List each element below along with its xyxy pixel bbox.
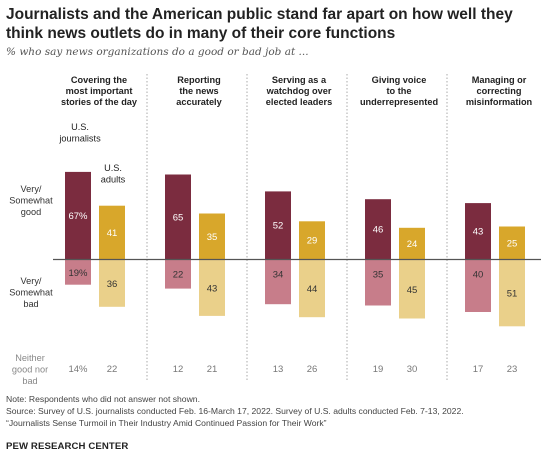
bar-journalists-bad — [165, 260, 191, 289]
series-label-journalists: journalists — [58, 134, 101, 144]
row-label-bad: Very/ — [21, 276, 42, 286]
category-label: misinformation — [466, 97, 533, 107]
data-label-adults-bad: 43 — [207, 283, 218, 294]
bar-adults-bad — [399, 260, 425, 319]
pew-logo: PEW RESEARCH CENTER — [6, 441, 129, 452]
footer-note: Note: Respondents who did not answer not… — [6, 394, 200, 404]
category-label: underrepresented — [360, 97, 438, 107]
bar-adults-good — [399, 227, 425, 259]
series-label-adults: adults — [101, 175, 126, 185]
data-label-journalists-good: 43 — [473, 227, 484, 238]
data-label-adults-neither: 26 — [307, 364, 318, 375]
data-label-adults-bad: 45 — [407, 285, 418, 296]
data-label-journalists-bad: 22 — [173, 270, 184, 281]
bar-journalists-bad — [65, 260, 91, 285]
chart-title: Journalists and the American public stan… — [6, 6, 513, 42]
row-label-bad: bad — [23, 299, 38, 309]
data-label-journalists-good: 46 — [373, 225, 384, 236]
data-label-adults-good: 35 — [207, 232, 218, 243]
data-label-adults-neither: 21 — [207, 364, 218, 375]
bar-journalists-bad — [465, 260, 491, 312]
data-label-adults-good: 29 — [307, 236, 318, 247]
category-label: the news — [179, 86, 218, 96]
series-label-journalists: U.S. — [71, 122, 89, 132]
data-label-journalists-good: 52 — [273, 221, 284, 232]
row-label-neither: bad — [22, 376, 37, 386]
data-label-journalists-bad: 40 — [473, 270, 484, 281]
data-label-adults-good: 24 — [407, 239, 418, 250]
data-label-journalists-good: 65 — [173, 212, 184, 223]
category-label: watchdog over — [266, 86, 332, 96]
data-label-adults-neither: 23 — [507, 364, 518, 375]
data-label-journalists-neither: 13 — [273, 364, 284, 375]
bar-adults-good — [499, 226, 525, 259]
data-label-adults-good: 41 — [107, 228, 118, 239]
category-label: Reporting — [177, 75, 220, 85]
chart-footer: Note: Respondents who did not answer not… — [6, 393, 541, 429]
data-label-adults-neither: 22 — [107, 364, 118, 375]
category-label: correcting — [477, 86, 522, 96]
data-label-adults-bad: 51 — [507, 289, 518, 300]
data-label-journalists-bad: 35 — [373, 270, 384, 281]
bar-adults-good — [299, 221, 325, 259]
data-label-adults-bad: 44 — [307, 284, 318, 295]
footer-report: “Journalists Sense Turmoil in Their Indu… — [6, 418, 327, 428]
data-label-journalists-neither: 17 — [473, 364, 484, 375]
category-label: stories of the day — [61, 97, 138, 107]
bar-adults-bad — [499, 260, 525, 327]
data-label-journalists-neither: 12 — [173, 364, 184, 375]
bar-adults-good — [99, 205, 125, 259]
bar-adults-good — [199, 213, 225, 259]
bar-journalists-good — [465, 203, 491, 259]
bar-journalists-good — [165, 174, 191, 259]
bar-adults-bad — [99, 260, 125, 307]
category-label: Managing or — [472, 75, 527, 85]
bar-journalists-bad — [265, 260, 291, 305]
bar-journalists-good — [265, 191, 291, 259]
chart-subtitle: % who say news organizations do a good o… — [6, 46, 309, 58]
category-label: Serving as a — [272, 75, 327, 85]
data-label-journalists-bad: 19% — [68, 268, 88, 279]
category-label: accurately — [176, 97, 222, 107]
bar-journalists-good — [65, 171, 91, 259]
data-label-journalists-neither: 19 — [373, 364, 384, 375]
category-label: Giving voice — [372, 75, 427, 85]
bar-journalists-good — [365, 199, 391, 259]
bar-chart: Very/SomewhatgoodVery/SomewhatbadNeither… — [9, 74, 541, 386]
category-label: elected leaders — [266, 97, 332, 107]
data-label-journalists-bad: 34 — [273, 270, 284, 281]
bar-adults-bad — [299, 260, 325, 318]
category-label: Covering the — [71, 75, 127, 85]
bar-journalists-bad — [365, 260, 391, 306]
bar-adults-bad — [199, 260, 225, 316]
row-label-good: Very/ — [21, 184, 42, 194]
footer-source: Source: Survey of U.S. journalists condu… — [6, 406, 464, 416]
category-label: to the — [386, 86, 411, 96]
row-label-good: Somewhat — [9, 196, 53, 206]
data-label-adults-neither: 30 — [407, 364, 418, 375]
data-label-adults-bad: 36 — [107, 279, 118, 290]
row-label-neither: good nor — [12, 365, 48, 375]
data-label-journalists-neither: 14% — [68, 364, 88, 375]
series-label-adults: U.S. — [104, 163, 122, 173]
category-label: most important — [66, 86, 133, 96]
data-label-journalists-good: 67% — [68, 211, 88, 222]
row-label-neither: Neither — [15, 353, 45, 363]
row-label-good: good — [21, 207, 41, 217]
data-label-adults-good: 25 — [507, 238, 518, 249]
row-label-bad: Somewhat — [9, 288, 53, 298]
